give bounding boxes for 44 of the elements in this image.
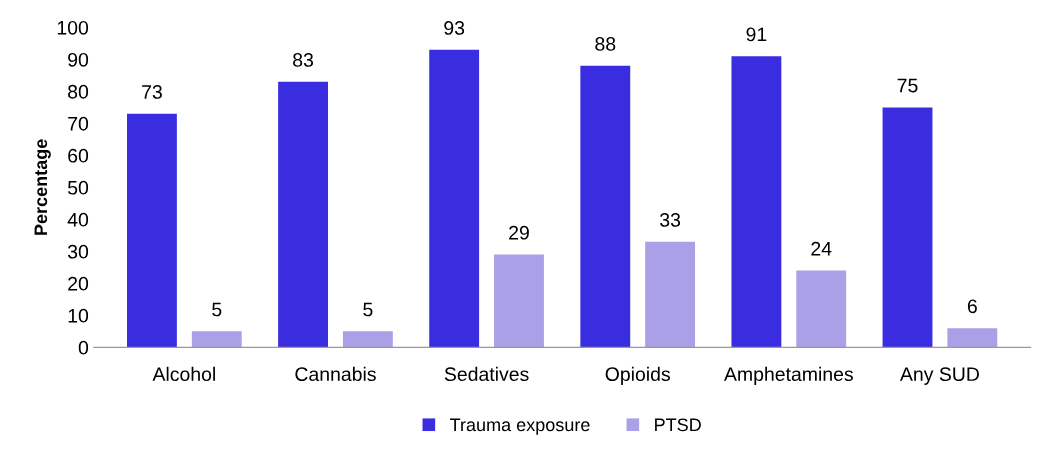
data-label: 29 [509,225,529,240]
bar [429,49,480,348]
bar [947,328,998,348]
data-label: 75 [897,78,918,93]
y-tick-label: 30 [67,244,89,259]
x-tick-label: Alcohol [152,366,215,382]
x-tick-label: Amphetamines [724,366,853,385]
y-tick-label: 20 [68,276,89,291]
bar [191,331,242,348]
bar [494,254,544,348]
y-tick-label: 60 [68,148,89,163]
y-tick-label: 40 [67,212,89,227]
legend-label: Trauma exposure [450,418,590,435]
data-label: 6 [967,299,977,314]
y-tick-label: 10 [68,308,89,323]
y-tick-label: 80 [68,84,89,99]
x-tick-label: Opioids [605,366,670,385]
bar [580,65,631,348]
data-label: 24 [811,241,832,256]
data-label: 5 [212,302,222,317]
y-tick-label: 70 [68,116,89,131]
data-label: 83 [293,53,314,67]
data-label: 5 [363,302,373,317]
bar [278,81,328,348]
x-tick-label: Any SUD [899,367,979,385]
bar [645,241,696,348]
bar [796,270,847,348]
bar [342,331,393,348]
bar [127,113,177,348]
y-axis-title: Percentage [34,139,51,235]
y-tick-label: 50 [67,180,89,195]
x-tick-label: Sedatives [444,366,529,382]
y-tick-label: 100 [57,20,89,35]
x-tick-label: Cannabis [295,366,376,382]
y-tick-label: 0 [78,340,89,355]
data-label: 88 [595,37,616,51]
legend-label: PTSD [655,418,701,432]
data-label: 91 [746,27,767,42]
data-label: 93 [444,21,465,35]
bar [731,56,782,348]
data-label: 73 [142,85,162,99]
y-tick-label: 90 [68,52,89,67]
bar [882,107,933,348]
data-label: 33 [660,213,681,227]
